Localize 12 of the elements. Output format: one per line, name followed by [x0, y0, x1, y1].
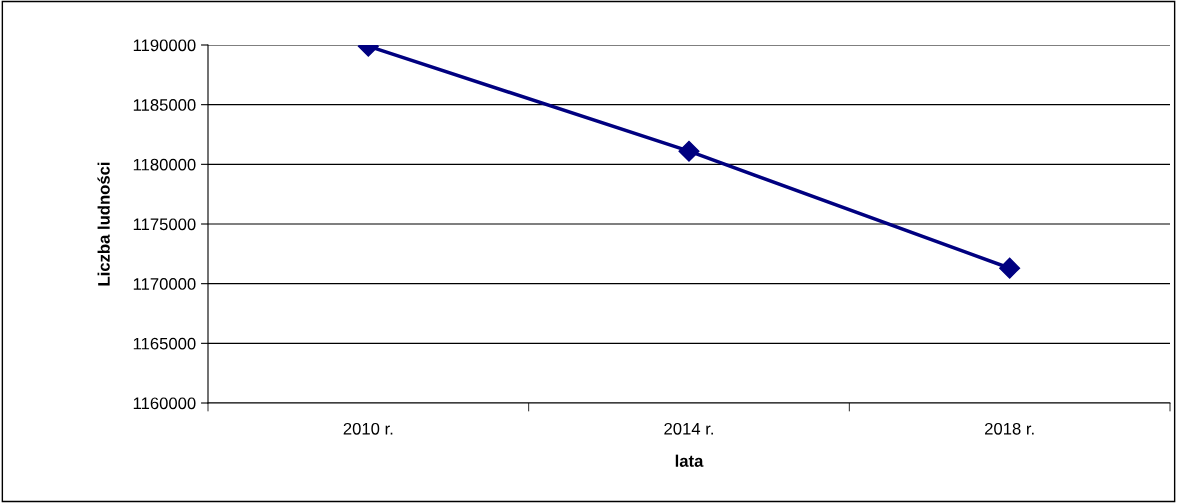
x-tick-label: 2014 r. [664, 422, 713, 435]
y-axis-title: Liczba ludności [97, 162, 110, 286]
y-tick-label: 1160000 [133, 397, 196, 410]
y-tick-label: 1175000 [133, 218, 196, 231]
x-axis-title: lata [675, 454, 704, 467]
y-tick-label: 1185000 [133, 99, 196, 111]
y-tick-label: 1170000 [133, 278, 196, 290]
y-tick-label: 1190000 [133, 39, 196, 52]
y-tick-label: 1165000 [133, 337, 196, 350]
x-tick-label: 2018 r. [985, 422, 1034, 435]
y-tick-label: 1180000 [133, 158, 196, 171]
x-tick-label: 2010 r. [343, 422, 393, 435]
